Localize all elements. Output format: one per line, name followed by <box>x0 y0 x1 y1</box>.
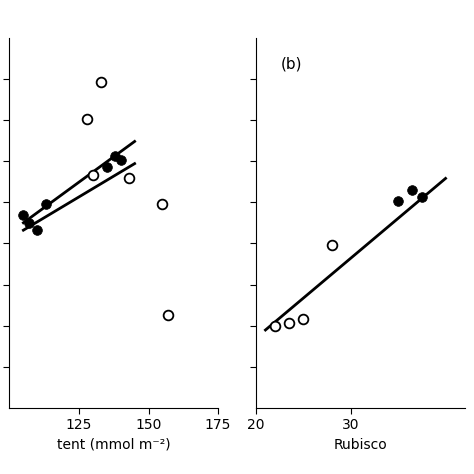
X-axis label: tent (mmol m⁻²): tent (mmol m⁻²) <box>57 438 171 452</box>
Text: (b): (b) <box>281 56 302 72</box>
X-axis label: Rubisco: Rubisco <box>333 438 387 452</box>
